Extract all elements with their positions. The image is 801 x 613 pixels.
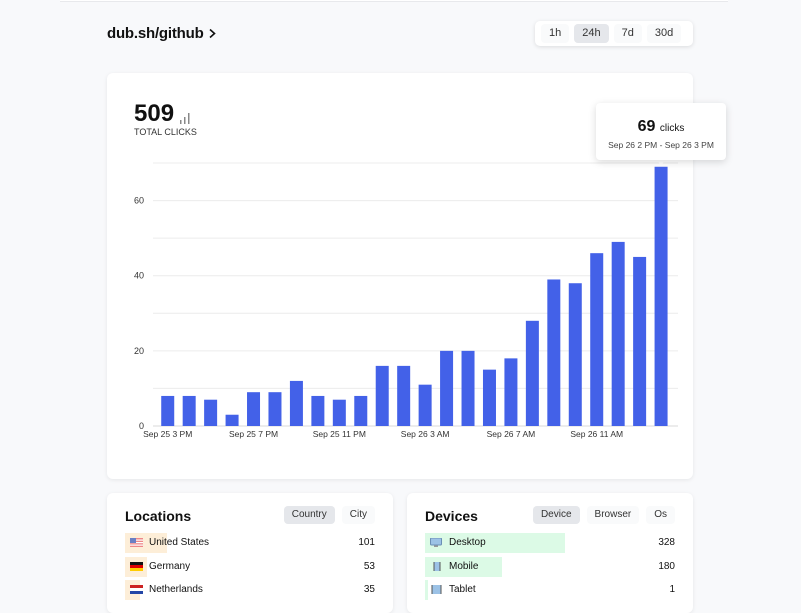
chart-bar (440, 350, 454, 426)
chart-tooltip: 69 clicks Sep 26 2 PM - Sep 26 3 PM (596, 103, 726, 160)
item-count: 101 (358, 537, 375, 548)
item-count: 35 (363, 584, 375, 595)
chart-bar (504, 358, 518, 426)
range-7d[interactable]: 7d (613, 24, 642, 43)
devices-title: Devices (425, 508, 478, 524)
y-tick-label: 60 (134, 196, 144, 206)
item-name: Tablet (449, 584, 476, 595)
link-title-text: dub.sh/github (107, 25, 204, 42)
item-name: Mobile (449, 560, 479, 572)
x-tick-label: Sep 25 11 PM (313, 429, 366, 439)
y-tick-label: 0 (139, 421, 144, 431)
de-flag-icon (130, 561, 143, 571)
tab-device[interactable]: Device (532, 506, 580, 524)
chart-bar (568, 283, 582, 426)
link-title[interactable]: dub.sh/github (107, 25, 217, 42)
top-divider (60, 0, 728, 2)
chart-bar (225, 414, 239, 426)
tab-browser[interactable]: Browser (586, 506, 640, 524)
tooltip-value: 69 (637, 118, 656, 135)
chart-bar (289, 380, 303, 426)
chart-bar (311, 395, 325, 426)
item-name: Germany (149, 560, 191, 572)
x-tick-label: Sep 26 7 AM (487, 429, 536, 439)
devices-list-item[interactable]: Tablet 1 (425, 580, 675, 600)
chart-bar (590, 253, 604, 426)
chart-bar (247, 392, 261, 426)
chart-bar (397, 365, 411, 426)
chart-bar (332, 399, 346, 426)
chart-bar (268, 392, 282, 426)
chart-bar (182, 395, 196, 426)
devices-panel: Devices Device Browser Os Desktop 328 Mo… (407, 493, 693, 613)
tooltip-range: Sep 26 2 PM - Sep 26 3 PM (608, 140, 714, 150)
locations-list-item[interactable]: United States 101 (125, 533, 375, 553)
tab-os[interactable]: Os (646, 506, 675, 524)
tab-city[interactable]: City (341, 506, 375, 524)
locations-list-item[interactable]: Netherlands 35 (125, 580, 375, 600)
clicks-bar-chart: 0 20 40 60 Sep 25 3 PM Sep 25 7 PM Sep 25 11 P… (133, 159, 678, 439)
tooltip-arrow (655, 159, 667, 165)
item-count: 328 (658, 537, 675, 548)
x-tick-label: Sep 25 7 PM (229, 429, 278, 439)
x-tick-label: Sep 25 3 PM (143, 429, 192, 439)
y-tick-label: 40 (134, 271, 144, 281)
tablet-icon (431, 585, 442, 594)
chart-bar (547, 279, 561, 426)
item-count: 180 (658, 560, 675, 572)
chart-bar (611, 241, 625, 426)
range-24h[interactable]: 24h (574, 24, 609, 43)
us-flag-icon (130, 538, 143, 547)
desktop-icon (430, 538, 442, 547)
chart-bar (461, 350, 475, 426)
locations-title: Locations (125, 508, 192, 524)
devices-list-item[interactable]: Desktop 328 (425, 533, 675, 553)
range-30d[interactable]: 30d (646, 24, 682, 43)
item-name: Desktop (449, 537, 486, 548)
tab-country[interactable]: Country (283, 506, 335, 524)
nl-flag-icon (130, 585, 143, 594)
devices-list-item[interactable]: Mobile 180 (425, 556, 675, 577)
time-range-selector: 1h 24h 7d 30d (535, 21, 693, 46)
item-count: 1 (669, 584, 675, 595)
locations-panel: Locations Country City United States 101… (107, 493, 393, 613)
locations-list-item[interactable]: Germany 53 (125, 556, 375, 577)
chart-bar (375, 365, 389, 426)
total-clicks: 509 (134, 100, 191, 128)
devices-share-bar (425, 556, 502, 577)
x-tick-label: Sep 26 11 AM (570, 429, 623, 439)
chart-bar (654, 166, 668, 426)
item-name: Netherlands (149, 584, 203, 595)
chevron-right-icon (209, 28, 216, 39)
chart-bar (525, 320, 539, 426)
item-name: United States (149, 537, 210, 548)
chart-bar (482, 369, 496, 426)
devices-share-bar (425, 580, 428, 600)
bar-chart-icon (180, 113, 190, 124)
x-tick-label: Sep 26 3 AM (401, 429, 450, 439)
chart-bar (161, 395, 175, 426)
total-clicks-value: 509 (134, 100, 175, 127)
mobile-icon (433, 561, 441, 571)
chart-bar (204, 399, 218, 426)
chart-bar (633, 256, 647, 426)
chart-bar (354, 395, 368, 426)
devices-share-bar (425, 533, 565, 553)
item-count: 53 (363, 560, 375, 572)
chart-bar (418, 384, 432, 426)
range-1h[interactable]: 1h (541, 24, 570, 43)
y-tick-label: 20 (134, 346, 144, 356)
total-clicks-label: TOTAL CLICKS (134, 127, 197, 137)
tooltip-unit: clicks (659, 123, 685, 134)
